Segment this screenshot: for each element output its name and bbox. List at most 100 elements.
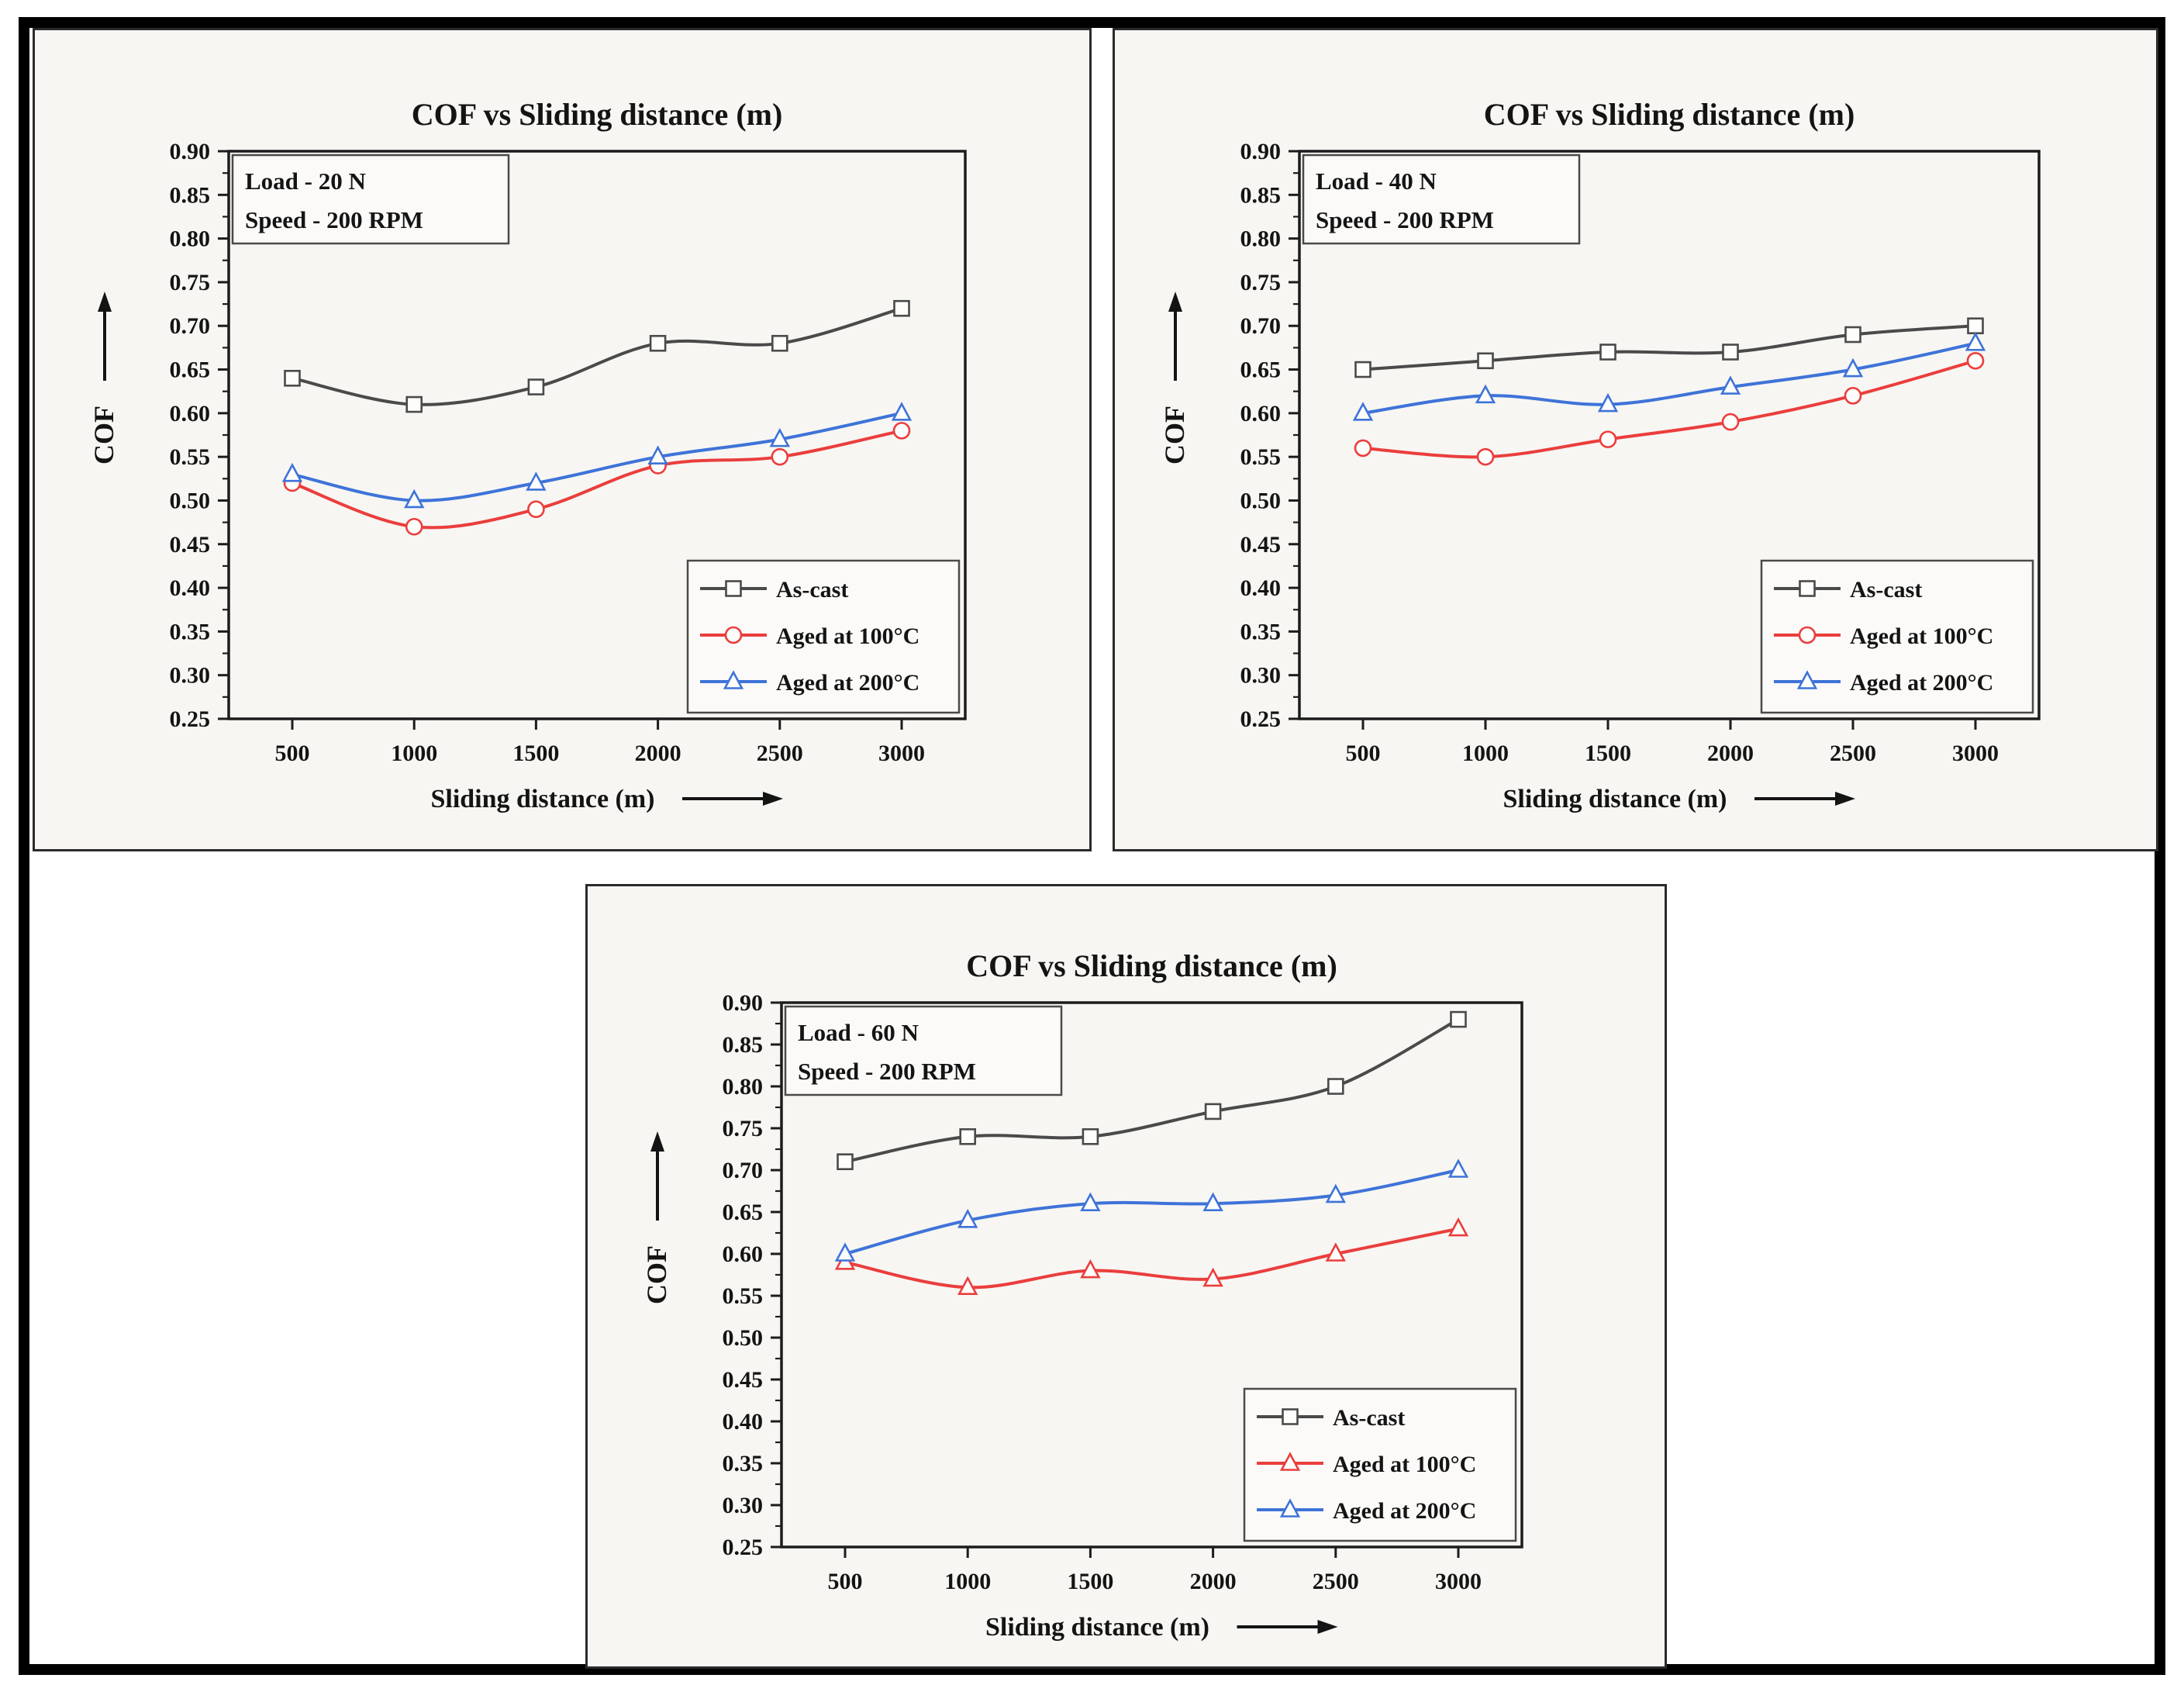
marker-circle [771, 447, 789, 466]
marker-triangle [1597, 392, 1619, 413]
arrow-head [98, 292, 112, 312]
marker-square [1722, 344, 1739, 361]
marker-triangle [1080, 1192, 1101, 1211]
y-axis-label-group: COF [1159, 292, 1190, 464]
x-axis-label: Sliding distance (m) [985, 1613, 1209, 1642]
marker-triangle [1842, 357, 1864, 378]
x-tick-label: 2500 [1313, 1569, 1359, 1594]
x-tick-label: 2000 [635, 741, 681, 766]
chart-title: COF vs Sliding distance (m) [966, 948, 1337, 983]
legend: As-cast Aged at 100°C Aged at 200°C [1760, 559, 2034, 714]
y-tick-label: 0.50 [1240, 488, 1282, 513]
marker-triangle [1965, 332, 1986, 351]
marker-triangle [1279, 1452, 1301, 1471]
y-tick-label: 0.50 [170, 488, 211, 513]
condition-annotation: Load - 20 N Speed - 200 RPM [231, 154, 510, 245]
legend-label: Aged at 100°C [1333, 1452, 1476, 1477]
marker-circle [1844, 387, 1862, 405]
marker-triangle [834, 1242, 856, 1262]
y-tick-label: 0.85 [723, 1032, 764, 1058]
x-axis: 500 1000 1500 2000 2500 3000 [828, 1547, 1482, 1594]
y-tick-label: 0.80 [1240, 226, 1282, 252]
x-tick-label: 2000 [1707, 741, 1754, 766]
annotation-box [1302, 154, 1581, 245]
series-line [844, 1017, 1459, 1164]
marker-square [959, 1127, 977, 1145]
legend-label: Aged at 100°C [776, 623, 919, 649]
y-tick-label: 0.25 [170, 706, 211, 732]
y-tick-label: 0.70 [170, 313, 211, 339]
marker-triangle [404, 489, 425, 509]
annotation-load: Load - 40 N [1316, 167, 1437, 195]
x-axis-label: Sliding distance (m) [430, 785, 654, 813]
x-tick-label: 2500 [1830, 741, 1876, 766]
marker-triangle [957, 1276, 978, 1295]
marker-triangle [891, 402, 913, 421]
y-tick-label: 0.25 [723, 1535, 764, 1560]
y-tick-label: 0.30 [1240, 663, 1282, 689]
y-tick-label: 0.65 [723, 1200, 764, 1225]
marker-triangle [1796, 670, 1818, 689]
marker-triangle [1202, 1192, 1223, 1211]
marker-square [1477, 352, 1494, 370]
y-tick-label: 0.55 [723, 1283, 764, 1309]
y-tick-label: 0.45 [1240, 532, 1282, 558]
y-tick-label: 0.70 [723, 1158, 764, 1183]
x-tick-label: 3000 [1952, 741, 1999, 766]
marker-square [893, 299, 910, 317]
marker-circle [405, 517, 423, 536]
arrow-head [1317, 1620, 1338, 1634]
chart-panel-load-60n: COF vs Sliding distance (m) 0.25 0.30 0.35 0… [585, 884, 1667, 1669]
marker-square [1599, 344, 1616, 361]
marker-circle [1721, 413, 1740, 431]
marker-circle [892, 422, 911, 440]
marker-triangle [1080, 1259, 1101, 1279]
marker-square [405, 395, 423, 413]
x-tick-label: 2000 [1190, 1569, 1237, 1594]
y-tick-label: 0.70 [1240, 313, 1282, 339]
y-axis: 0.25 0.30 0.35 0.40 0.45 0.50 0.55 0.60 0.65 0.70… [1240, 139, 1299, 732]
annotation-load: Load - 20 N [245, 167, 366, 195]
y-tick-label: 0.90 [723, 990, 764, 1016]
y-tick-label: 0.90 [170, 139, 211, 164]
marker-triangle [1279, 1498, 1301, 1518]
marker-triangle [1720, 375, 1741, 395]
y-tick-label: 0.60 [1240, 401, 1282, 426]
series-as-cast [1354, 317, 1984, 378]
x-tick-label: 3000 [878, 741, 925, 766]
y-tick-label: 0.85 [170, 182, 211, 208]
series-aged-at-200-c [1352, 332, 1986, 421]
marker-square [1354, 361, 1371, 378]
marker-circle [1354, 439, 1372, 458]
y-tick-label: 0.75 [1240, 270, 1282, 295]
y-tick-label: 0.90 [1240, 139, 1282, 164]
annotation-box [784, 1005, 1063, 1096]
cof-chart-load-60n: COF vs Sliding distance (m)0.250.300.350… [641, 948, 1523, 1642]
legend: As-cast Aged at 100°C Aged at 200°C [686, 559, 961, 714]
x-tick-label: 1000 [1462, 741, 1509, 766]
x-tick-label: 500 [828, 1569, 863, 1594]
arrow-head [650, 1131, 664, 1152]
series-as-cast [837, 1010, 1467, 1171]
y-tick-label: 0.40 [170, 575, 211, 601]
series-line [1362, 341, 1976, 415]
series-line [1362, 324, 1976, 371]
y-tick-label: 0.30 [170, 663, 211, 689]
cof-chart-load-20n: COF vs Sliding distance (m)0.250.300.350… [88, 97, 967, 813]
y-axis: 0.25 0.30 0.35 0.40 0.45 0.50 0.55 0.60 0.65 0.70… [170, 139, 229, 732]
x-tick-label: 3000 [1435, 1569, 1482, 1594]
series-line [292, 306, 902, 406]
marker-triangle [1325, 1183, 1346, 1203]
y-tick-label: 0.55 [1240, 444, 1282, 470]
y-tick-label: 0.30 [723, 1493, 764, 1518]
x-tick-label: 500 [1346, 741, 1381, 766]
y-axis-label-group: COF [88, 292, 119, 464]
y-tick-label: 0.85 [1240, 182, 1282, 208]
y-tick-label: 0.65 [170, 357, 211, 383]
marker-square [649, 334, 667, 352]
x-tick-label: 1000 [944, 1569, 991, 1594]
arrow-head [763, 792, 783, 806]
y-tick-label: 0.55 [170, 444, 211, 470]
marker-square [837, 1153, 854, 1171]
